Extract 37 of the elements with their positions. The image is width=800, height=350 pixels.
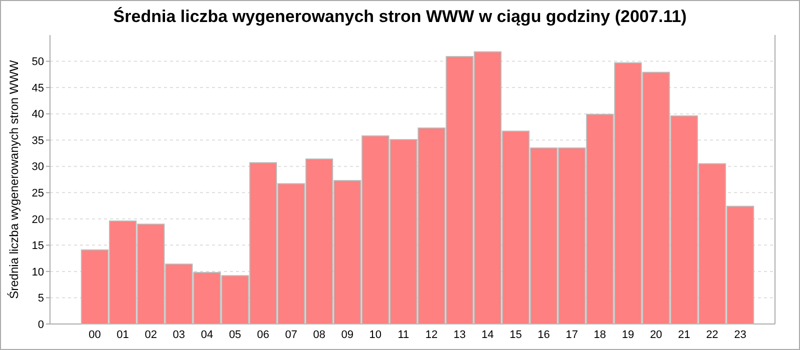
y-tick-label: 10 [32, 266, 44, 278]
y-tick-label: 50 [32, 56, 44, 68]
x-tick-label: 10 [369, 329, 382, 341]
x-tick-label: 05 [228, 329, 242, 341]
y-tick-label: 40 [32, 108, 44, 121]
x-tick-label: 16 [538, 329, 550, 341]
y-tick-label: 25 [32, 187, 44, 200]
x-tick-label: 09 [341, 329, 354, 341]
x-tick-label: 18 [594, 329, 606, 341]
y-tick-label: 45 [32, 82, 44, 94]
y-tick-label: 15 [32, 240, 44, 252]
x-tick-label: 17 [566, 329, 578, 341]
x-tick-label: 11 [398, 329, 410, 341]
x-tick-label: 22 [706, 329, 718, 341]
y-tick-label: 0 [38, 318, 44, 331]
x-tick-label: 06 [257, 329, 270, 341]
x-tick-label: 00 [88, 329, 101, 341]
x-tick-label: 01 [116, 329, 129, 341]
y-axis-title: Średnia liczba wygenerowanych stron WWW [7, 59, 21, 299]
y-tick-label: 20 [32, 214, 44, 226]
x-tick-label: 13 [453, 329, 466, 341]
x-tick-label: 03 [172, 329, 186, 341]
x-tick-label: 15 [510, 329, 522, 341]
x-tick-label: 08 [313, 329, 326, 341]
x-tick-label: 19 [622, 329, 634, 341]
x-tick-label: 23 [734, 329, 746, 341]
x-tick-label: 12 [425, 329, 438, 341]
x-tick-label: 07 [285, 329, 298, 341]
y-tick-label: 30 [32, 161, 44, 174]
x-tick-label: 20 [650, 329, 662, 341]
chart-title: Średnia liczba wygenerowanych stron WWW w ciągu godziny (2007.11) [113, 6, 687, 26]
x-tick-label: 04 [200, 329, 214, 341]
y-tick-label: 35 [32, 134, 44, 147]
x-tick-label: 02 [144, 329, 157, 341]
x-tick-label: 21 [678, 329, 690, 341]
x-tick-label: 14 [482, 329, 494, 341]
y-tick-label: 5 [38, 292, 44, 305]
